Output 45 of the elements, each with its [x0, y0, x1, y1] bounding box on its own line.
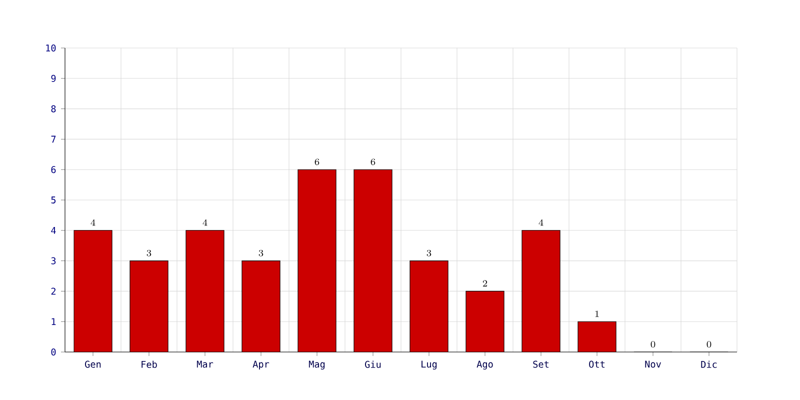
x-tick-label: Nov [645, 360, 661, 368]
y-tick-label: 3 [51, 257, 56, 264]
x-tick-label: Mag [308, 360, 325, 370]
y-tick-label: 6 [51, 166, 56, 174]
x-tick-label: Giu [365, 360, 381, 368]
bar [298, 170, 336, 352]
x-tick-label: Feb [142, 360, 157, 368]
y-tick-label: 2 [51, 288, 56, 295]
x-tick-label: Set [533, 360, 549, 368]
y-tick-label: 4 [51, 227, 56, 234]
y-tick-label: 1 [52, 318, 56, 326]
x-tick-label: Ago [476, 360, 493, 370]
y-tick-label: 5 [51, 196, 56, 204]
x-tick-label: Ott [589, 360, 605, 368]
data-label: 3 [146, 250, 152, 256]
bar [74, 230, 112, 352]
data-label: 4 [90, 219, 96, 226]
data-label: 4 [538, 219, 544, 226]
data-label: 0 [706, 341, 712, 348]
bar [522, 230, 560, 352]
data-label: 2 [482, 280, 488, 286]
bar [578, 322, 616, 352]
y-tick-label: 8 [51, 105, 56, 112]
data-label: 3 [426, 250, 432, 256]
bar [130, 260, 168, 352]
y-tick-label: 9 [51, 74, 56, 82]
y-tick-label: 7 [51, 136, 56, 143]
x-tick-label: Dic [701, 360, 717, 368]
data-label: 4 [202, 219, 208, 226]
data-label: 0 [650, 341, 656, 348]
bar [242, 260, 280, 352]
bar [354, 170, 392, 352]
x-tick-label: Gen [85, 360, 101, 368]
x-tick-label: Apr [252, 360, 270, 370]
y-tick-label: 10 [46, 44, 56, 52]
y-tick-label: 0 [51, 348, 56, 356]
bar [466, 291, 504, 352]
bar [186, 230, 224, 352]
data-label: 6 [370, 158, 376, 166]
data-label: 6 [314, 158, 320, 166]
data-label: 1 [595, 310, 599, 317]
x-tick-label: Mar [196, 360, 214, 368]
bar [410, 260, 448, 352]
x-tick-label: Lug [422, 360, 437, 370]
data-label: 3 [258, 250, 264, 256]
